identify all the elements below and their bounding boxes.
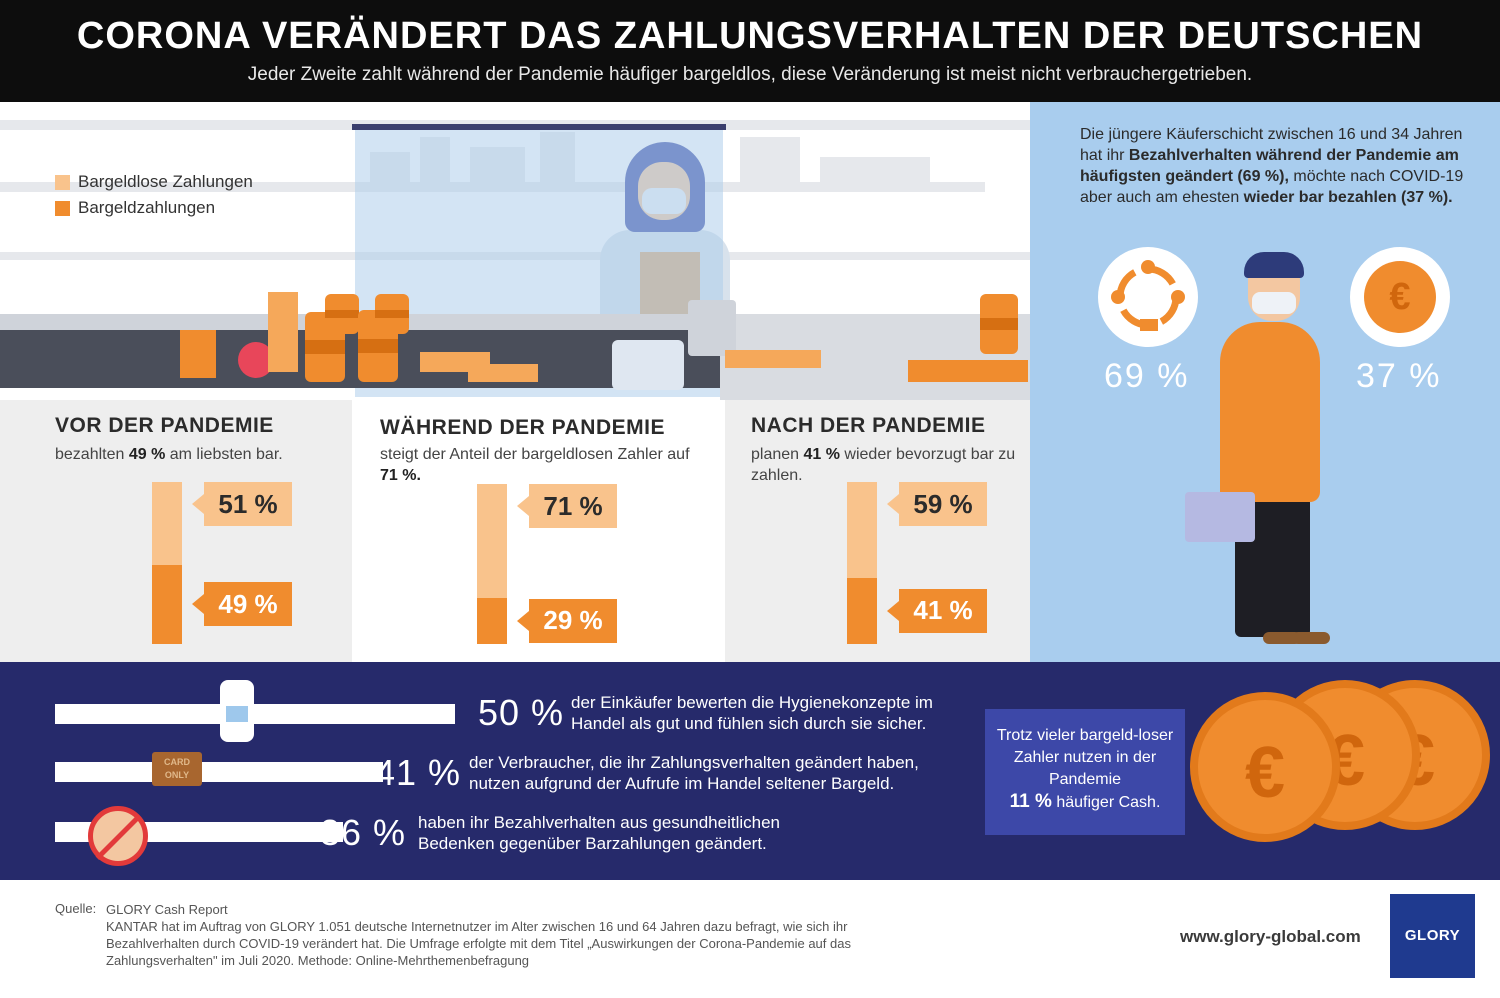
- can-icon: [980, 294, 1018, 354]
- chart-legend: Bargeldlose Zahlungen Bargeldzahlungen: [55, 172, 253, 224]
- legend-label: Bargeldlose Zahlungen: [78, 172, 253, 191]
- header: CORONA VERÄNDERT DAS ZAHLUNGSVERHALTEN D…: [0, 0, 1500, 102]
- stats-section: 50 % der Einkäufer bewerten die Hygienek…: [0, 662, 1500, 880]
- euro-coin-icon: €: [1350, 247, 1450, 347]
- legend-item-cashless: Bargeldlose Zahlungen: [55, 172, 253, 192]
- legend-swatch-cash: [55, 200, 70, 216]
- store-scene-illustration: [0, 102, 1030, 400]
- data-label-cashless: 51 %: [192, 482, 292, 526]
- page-subtitle: Jeder Zweite zahlt während der Pandemie …: [247, 64, 1253, 85]
- stat-health-text: haben ihr Bezahlverhalten aus gesundheit…: [418, 813, 780, 853]
- footer: Quelle: GLORY Cash Report KANTAR hat im A…: [0, 880, 1500, 998]
- shopper-mask-icon: [1252, 292, 1296, 314]
- data-label-cashless: 59 %: [887, 482, 987, 526]
- product-box-icon: [180, 330, 216, 378]
- legend-swatch-cashless: [55, 174, 70, 190]
- no-virus-icon: [88, 806, 148, 866]
- young-cash-percentage: 37 %: [1356, 357, 1442, 395]
- stat-card-only-number: 41 %: [375, 752, 462, 793]
- shoe-icon: [1263, 632, 1301, 644]
- payment-cycle-icon: [1098, 247, 1198, 347]
- source-text: GLORY Cash Report KANTAR hat im Auftrag v…: [106, 902, 851, 968]
- data-label-cashless: 71 %: [517, 484, 617, 528]
- milk-carton-icon: [268, 292, 298, 372]
- stat-bar-hygiene: [55, 704, 455, 724]
- bar-cashless: [152, 482, 182, 565]
- panel-description: bezahlten 49 % am liebsten bar.: [55, 446, 283, 463]
- panel-title: NACH DER PANDEMIE: [751, 414, 986, 437]
- panel-description: planen 41 % wieder bevorzugt bar zu zahl…: [751, 446, 1016, 484]
- bar-cashless: [477, 484, 507, 598]
- panel-description: steigt der Anteil der bargeldlosen Zahle…: [380, 446, 690, 484]
- stat-hygiene-text: der Einkäufer bewerten die Hygienekonzep…: [571, 693, 933, 733]
- shoe-icon: [1292, 632, 1330, 644]
- cash-usage-text: Trotz vieler bargeld-loser Zahler nutzen…: [996, 727, 1174, 812]
- stat-bar-card-only: [55, 762, 383, 782]
- legend-item-cash: Bargeldzahlungen: [55, 198, 253, 218]
- shopper-hair: [1244, 252, 1304, 278]
- can-icon: [325, 294, 359, 334]
- source-label: Quelle:: [55, 901, 97, 916]
- cash-usage-box: Trotz vieler bargeld-loser Zahler nutzen…: [985, 709, 1185, 835]
- euro-coin-icon: €: [1190, 692, 1340, 842]
- sanitizer-bottle-icon: [220, 680, 254, 742]
- data-label-cash: 49 %: [192, 582, 292, 627]
- stat-card-only-text: der Verbraucher, die ihr Zahlungsverhalt…: [469, 753, 919, 793]
- panel-title: VOR DER PANDEMIE: [55, 414, 274, 437]
- product-pack-icon: [468, 364, 538, 382]
- page-title: CORONA VERÄNDERT DAS ZAHLUNGSVERHALTEN D…: [76, 15, 1424, 57]
- product-pack-icon: [908, 360, 1028, 382]
- glory-logo: GLORY: [1390, 894, 1475, 978]
- bar-cash: [477, 597, 507, 644]
- bar-cashless: [847, 482, 877, 578]
- data-label-cash: 29 %: [517, 598, 617, 643]
- data-label-cash: 41 %: [887, 588, 987, 633]
- stat-hygiene-number: 50 %: [478, 692, 565, 733]
- young-shoppers-panel: Die jüngere Käuferschicht zwischen 16 un…: [1030, 102, 1500, 662]
- shopping-basket-icon: [1185, 492, 1255, 542]
- young-change-percentage: 69 %: [1104, 357, 1190, 395]
- young-shoppers-text: Die jüngere Käuferschicht zwischen 16 un…: [1080, 126, 1464, 206]
- plexiglass-frame: [352, 124, 726, 130]
- stat-health-number: 36 %: [320, 812, 407, 853]
- can-icon: [375, 294, 409, 334]
- product-pack-icon: [725, 350, 821, 368]
- card-reader-icon: [612, 340, 684, 390]
- legend-label: Bargeldzahlungen: [78, 198, 216, 217]
- panel-title: WÄHREND DER PANDEMIE: [380, 416, 665, 439]
- shopper-body: [1220, 322, 1320, 502]
- payment-terminal-icon: [688, 300, 736, 356]
- panel-after-pandemic: NACH DER PANDEMIE planen 41 % wieder bev…: [725, 400, 1050, 662]
- card-only-sign-icon: CARD ONLY: [152, 752, 202, 786]
- website-link[interactable]: www.glory-global.com: [1180, 927, 1361, 946]
- bar-cash: [847, 577, 877, 644]
- bar-cash: [152, 564, 182, 644]
